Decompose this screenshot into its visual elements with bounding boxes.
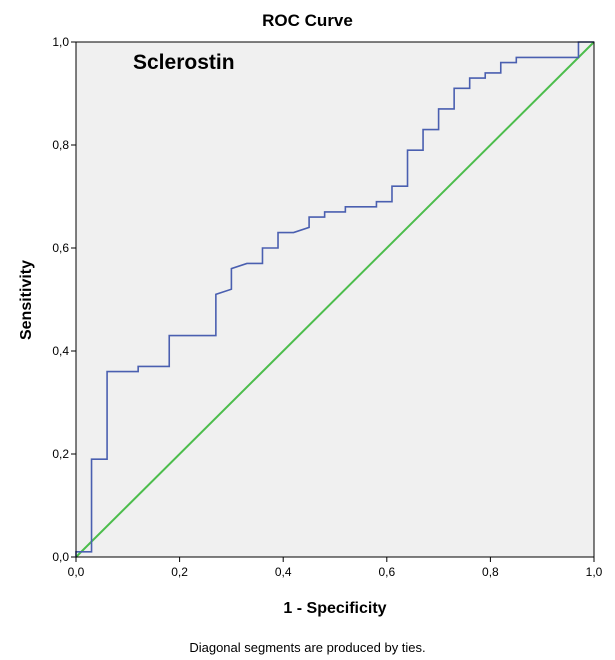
reference-diagonal-line	[75, 41, 595, 558]
x-tick-label: 1,0	[586, 565, 603, 579]
y-tick-label: 0,6	[52, 241, 69, 255]
x-tick-label: 0,0	[68, 565, 85, 579]
y-tick-label: 0,2	[52, 447, 69, 461]
y-axis-title: Sensitivity	[18, 260, 35, 340]
x-axis-title: 1 - Specificity	[283, 600, 386, 617]
y-tick-label: 1,0	[52, 35, 69, 49]
footnote: Diagonal segments are produced by ties.	[189, 640, 425, 655]
chart-title: ROC Curve	[262, 11, 353, 30]
x-tick-label: 0,8	[482, 565, 499, 579]
x-tick-label: 0,6	[378, 565, 395, 579]
y-tick-label: 0,4	[52, 344, 69, 358]
x-tick-label: 0,2	[171, 565, 188, 579]
roc-curve-line	[75, 41, 594, 557]
curve-annotation: Sclerostin	[133, 51, 235, 74]
y-tick-label: 0,8	[52, 138, 69, 152]
x-tick-label: 0,4	[275, 565, 292, 579]
plot-frame	[75, 41, 595, 558]
y-tick-label: 0,0	[52, 550, 69, 564]
